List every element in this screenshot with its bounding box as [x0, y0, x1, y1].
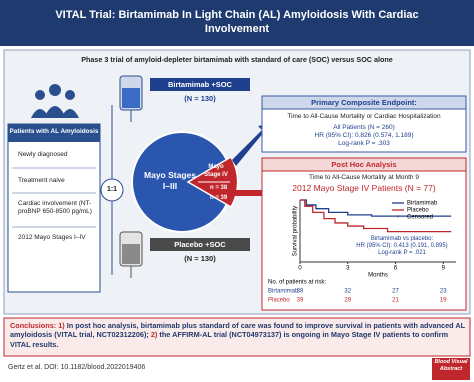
y-axis-label: Survival probability	[293, 206, 299, 256]
km-curve	[300, 199, 452, 217]
marker: 2)	[150, 330, 158, 340]
legend-marker: +	[396, 215, 400, 221]
arm-n: (N = 130)	[184, 94, 216, 103]
risk-value: 29	[344, 298, 351, 304]
subtitle: Phase 3 trial of amyloid-depleter birtam…	[81, 55, 393, 64]
post-hoc-box	[261, 157, 467, 311]
legend-label: Censored	[407, 215, 433, 221]
marker: 1)	[58, 321, 65, 330]
arm-name: Birtamimab +SOC	[168, 80, 232, 89]
randomization: 1:1	[106, 186, 118, 193]
km-plot: 0 3 6 9 Months Survival probability Birtamimab…	[268, 199, 456, 304]
criterion: Cardiac involvement (NT-proBNP 650-8500 …	[18, 200, 92, 216]
post-hoc-title: Post Hoc Analysis	[331, 160, 397, 169]
risk-row-name: Birtamimab	[268, 289, 299, 295]
criterion: 2012 Mayo Stages I–IV	[18, 234, 86, 241]
primary-title: Primary Composite Endpoint:	[311, 98, 417, 107]
x-axis-label: Months	[368, 273, 388, 279]
arrow	[232, 124, 270, 166]
post-hoc-population: 2012 Mayo Stage IV Patients (N = 77)	[292, 183, 436, 193]
risk-value: 23	[440, 289, 447, 295]
patients-icon	[31, 84, 79, 118]
risk-title: No. of patients at risk:	[268, 280, 326, 286]
arm-box	[150, 238, 250, 251]
post-hoc-endpoint: Time to All-Cause Mortality at Month 9	[309, 174, 419, 181]
randomization-circle	[100, 178, 124, 202]
patients-title: Patients with AL Amyloidosis	[9, 128, 99, 135]
brand: Blood Visual Abstract	[434, 359, 468, 372]
legend-label: Birtamimab	[407, 201, 438, 207]
iv-bag-birtamimab	[119, 75, 143, 122]
conclusion: the AFFIRM-AL trial (NCT04973137) is ong…	[10, 330, 449, 349]
iv-bag-placebo	[119, 231, 143, 278]
primary-population: All Patients (N = 260)	[333, 124, 395, 131]
x-tick-label: 6	[394, 266, 398, 272]
stage-lower: Mayo Stages I–III	[144, 170, 196, 191]
stage-n: n = 38	[210, 185, 228, 191]
comparison: Birtamimab vs placebo:	[370, 236, 434, 242]
conclusions-box	[3, 317, 471, 357]
stage-upper: Mayo Stage IV	[204, 164, 228, 178]
risk-value: 39	[297, 298, 304, 304]
post-hoc-p: Log-rank P = .021	[378, 250, 426, 256]
conclusions-label: Conclusions:	[10, 321, 57, 330]
patients-header	[8, 124, 100, 142]
arm-box	[150, 78, 250, 91]
risk-row-name: Placebo	[268, 298, 290, 304]
risk-value: 27	[392, 289, 399, 295]
risk-value: 38	[297, 289, 304, 295]
brand-box	[432, 358, 470, 380]
stage-n: n = 39	[210, 195, 228, 201]
arm-n: (N = 130)	[184, 254, 216, 263]
km-curve	[300, 199, 452, 233]
risk-value: 21	[392, 298, 399, 304]
primary-p: Log-rank P = .303	[338, 140, 390, 147]
risk-value: 32	[344, 289, 351, 295]
x-tick-label: 3	[346, 266, 350, 272]
patients-panel	[7, 123, 101, 293]
title: VITAL Trial: Birtamimab In Light Chain (…	[55, 9, 419, 36]
primary-hr: HR (95% CI): 0.826 (0.574, 1.189)	[314, 132, 414, 139]
x-tick-label: 0	[298, 266, 302, 272]
criterion: Newly diagnosed	[18, 151, 68, 158]
citation: Gertz et al. DOI: 10.1182/blood.20220194…	[8, 364, 146, 371]
header-band	[0, 0, 474, 46]
risk-value: 19	[440, 298, 447, 304]
legend-label: Placebo	[407, 208, 429, 214]
x-tick-label: 9	[442, 266, 446, 272]
post-hoc-header	[261, 157, 467, 172]
primary-header	[261, 95, 467, 110]
post-hoc-hr: HR (95% CI): 0.413 (0.191, 0.895)	[356, 243, 448, 249]
criteria-dividers	[12, 167, 96, 228]
criterion: Treatment naive	[18, 177, 65, 184]
arm-name: Placebo +SOC	[174, 240, 226, 249]
conclusions: Conclusions: 1) In post hoc analysis, bi…	[10, 321, 466, 349]
conclusion: In post hoc analysis, birtamimab plus st…	[10, 321, 465, 340]
primary-endpoint: Time to All-Cause Mortality or Cardiac H…	[287, 113, 441, 120]
